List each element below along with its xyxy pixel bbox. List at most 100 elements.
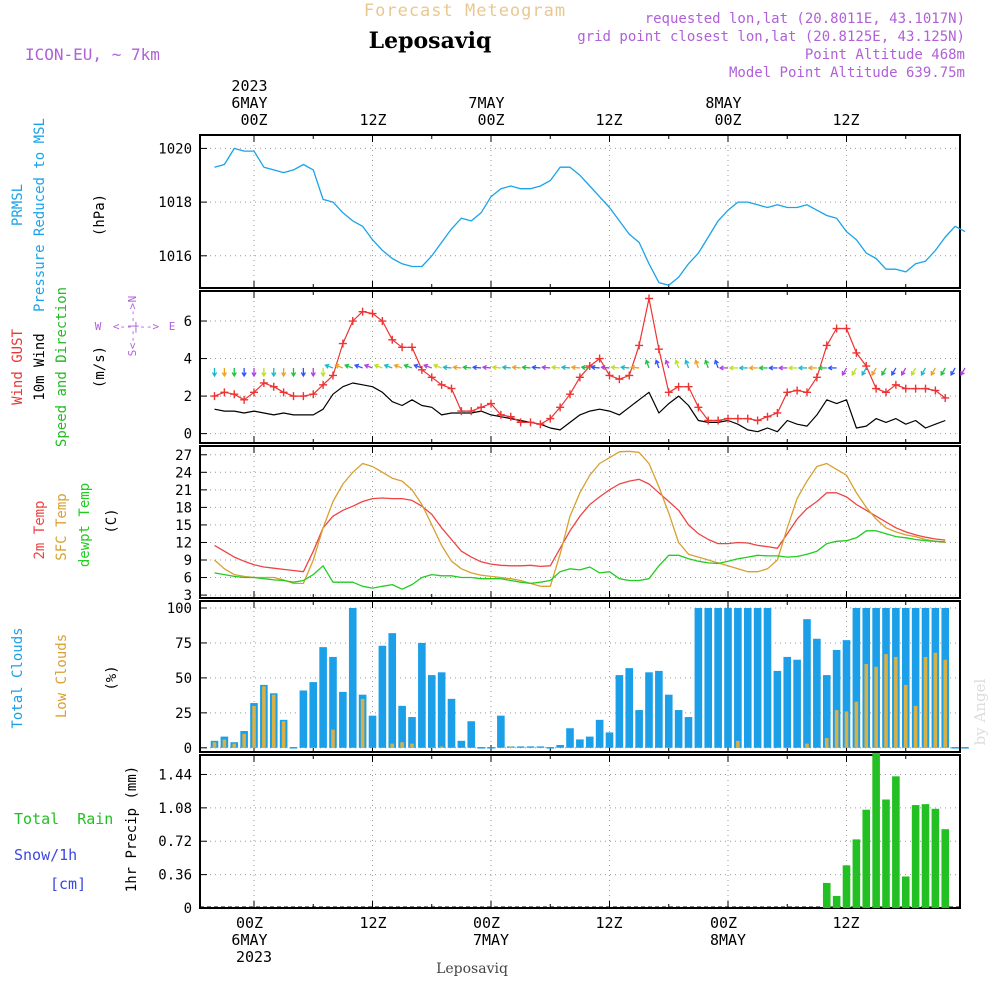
wind-gust-marker <box>595 354 604 363</box>
wind-direction-arrow <box>881 367 887 376</box>
low-cloud-bar <box>736 740 740 748</box>
wind-direction-arrow <box>345 364 353 369</box>
low-cloud-bar <box>834 710 839 748</box>
wind-gust-marker <box>299 392 308 401</box>
total-cloud-bar <box>743 607 752 748</box>
wind-direction-arrow <box>714 360 719 369</box>
footer-location: Leposaviq <box>436 961 508 977</box>
wind-direction-arrowhead <box>881 370 886 376</box>
low-cloud-bar <box>913 705 918 748</box>
wind-gust-marker <box>467 407 476 416</box>
dewpt-label: dewpt Temp <box>77 483 93 567</box>
total-cloud-bar <box>803 619 811 748</box>
wind-gust-marker <box>427 373 436 382</box>
wind-gust-marker <box>783 388 792 397</box>
compass-v-arrows: <--|--> <box>126 302 139 349</box>
wind-gust-marker <box>822 341 831 350</box>
low-cloud-bar <box>271 694 276 748</box>
total-cloud-bar <box>398 705 406 748</box>
wind-direction-arrowhead <box>403 363 409 369</box>
compass-h-arrows: <--|--> <box>113 320 160 333</box>
wind-direction-arrowhead <box>600 364 606 371</box>
wind-direction-arrowhead <box>694 359 700 365</box>
wind-gust-marker <box>437 380 446 389</box>
bottom-time-axis: 00Z 6MAY 2023 12Z 00Z 7MAY 12Z 00Z 8MAY … <box>231 914 859 966</box>
low-cloud-bar <box>281 721 286 748</box>
wind-direction-arrow <box>532 366 541 369</box>
top-time-axis: 2023 6MAY 00Z 12Z 7MAY 00Z 12Z 8MAY 00Z … <box>231 77 859 129</box>
wind-frame <box>199 290 961 444</box>
wind-gust-marker <box>832 324 841 333</box>
cloud-panel-labels: Total Clouds Low Clouds (%) <box>10 627 120 728</box>
wind-direction-arrowhead <box>231 372 237 378</box>
wind-direction-arrowhead <box>797 365 803 371</box>
wind-gust-marker <box>329 371 337 380</box>
wind-direction-arrowhead <box>271 372 277 378</box>
bottom-label-6may-12z: 12Z <box>359 914 386 932</box>
temp-tick-label: 3 <box>184 588 192 604</box>
low-cloud-bar <box>410 743 414 748</box>
clouds-tick-label: 25 <box>175 706 192 722</box>
wind-gust-marker <box>743 414 752 423</box>
wind-direction-arrowhead <box>393 363 399 369</box>
total-cloud-bar <box>625 668 634 748</box>
bottom-label-7may-00z: 00Z 7MAY <box>473 914 509 949</box>
wind-direction-arrow <box>335 364 344 369</box>
wind-direction-arrowhead <box>442 364 448 371</box>
wind-direction-arrowhead <box>807 365 813 371</box>
temp-tick-label: 27 <box>175 448 192 464</box>
wind-direction-arrowhead <box>281 372 287 378</box>
wind-direction-arrow <box>552 366 561 369</box>
wind-direction-arrowhead <box>560 364 566 371</box>
wind-gust-marker <box>279 388 288 397</box>
wind-direction-arrowhead <box>610 364 616 371</box>
total-cloud-bar <box>615 675 624 748</box>
temp-panel-labels: 2m Temp SFC Temp dewpt Temp (C) <box>32 483 120 567</box>
wind-panel: 0 2 4 6 <box>184 290 966 444</box>
wind-direction-arrowhead <box>290 372 297 378</box>
total-clouds-label: Total Clouds <box>10 627 26 728</box>
wind-gust-marker <box>763 412 772 421</box>
temp-tick-label: 24 <box>175 465 192 481</box>
wind-direction-arrow <box>394 364 403 369</box>
pressure-tick-label: 1018 <box>158 195 192 211</box>
wind-direction-arrowhead <box>684 359 690 365</box>
wind-gust-marker <box>516 418 525 427</box>
t2m-label: 2m Temp <box>32 500 48 559</box>
wind-direction-arrow <box>621 366 630 369</box>
low-cloud-bar <box>212 742 217 748</box>
rain-bar <box>901 876 910 908</box>
total-cloud-bar <box>556 745 564 748</box>
sfc-temp-line <box>214 450 946 587</box>
wind-gust-marker <box>714 416 723 425</box>
low-cloud-bar <box>252 705 256 748</box>
precip-tick-label: 1.08 <box>158 801 192 817</box>
wind-gust-marker <box>496 410 505 419</box>
pressure-panel: 1016 1018 1020 <box>158 134 966 289</box>
wind-gust-marker <box>546 414 555 423</box>
pressure-tick-label: 1020 <box>158 141 192 157</box>
total-cloud-bar <box>576 739 584 748</box>
wind-direction-arrowhead <box>383 363 389 369</box>
wind-gust-line <box>214 297 946 425</box>
rain-bar <box>911 805 920 908</box>
wind-direction-arrowhead <box>570 364 576 371</box>
total-cloud-bar <box>447 698 456 748</box>
wind-gust-marker <box>882 388 890 397</box>
t2m-line <box>214 478 946 573</box>
wind-10m-line <box>214 382 946 433</box>
wind-gust-marker <box>348 317 357 326</box>
total-rain-label: Total Rain <box>14 810 113 828</box>
rain-bar <box>862 809 871 908</box>
total-cloud-bar <box>734 607 742 748</box>
total-cloud-bar <box>832 649 841 748</box>
wind-direction-arrow <box>591 366 600 369</box>
low-cloud-bar <box>923 656 928 748</box>
bottom-label-8may-00z: 00Z 8MAY <box>710 914 746 949</box>
wind-direction-arrow <box>522 366 531 369</box>
wind-direction-arrowhead <box>629 364 636 371</box>
wind-direction-arrowhead <box>300 372 306 378</box>
low-clouds-label: Low Clouds <box>54 634 70 718</box>
wind-gust-marker <box>615 375 624 384</box>
